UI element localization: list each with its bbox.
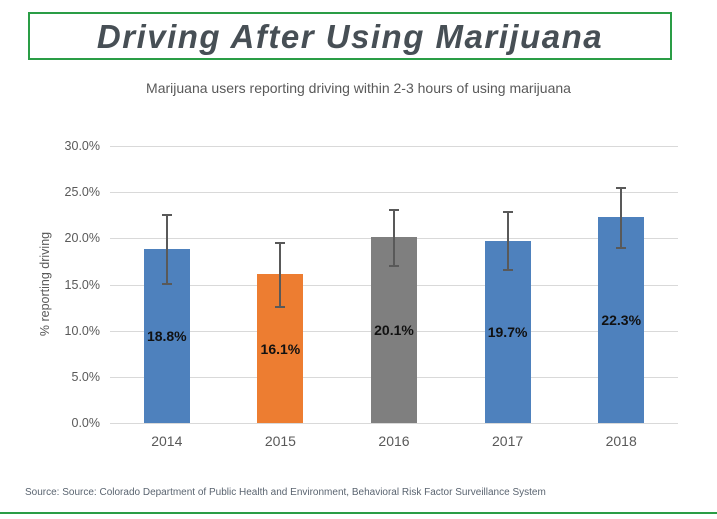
bar-2018 xyxy=(598,217,645,423)
y-tick-label: 20.0% xyxy=(64,231,100,246)
error-bar-2014 xyxy=(165,215,168,284)
y-tick-label: 5.0% xyxy=(71,369,101,384)
gridline xyxy=(110,146,678,147)
error-bar-2016 xyxy=(393,209,395,267)
error-bar-cap-top xyxy=(275,241,286,244)
y-tick-label: 30.0% xyxy=(64,139,100,153)
bar-value-label: 16.1% xyxy=(260,340,301,357)
source-note: Source: Source: Colorado Department of P… xyxy=(25,487,546,498)
chart-subtitle: Marijuana users reporting driving within… xyxy=(146,80,571,96)
page-title: Driving After Using Marijuana xyxy=(96,17,604,55)
bar-2017 xyxy=(484,241,531,423)
error-bar-cap-bottom xyxy=(275,305,286,308)
error-bar-cap-top xyxy=(616,186,627,189)
bar-value-label: 22.3% xyxy=(601,312,642,329)
error-bar-2015 xyxy=(279,242,282,307)
x-tick-label: 2015 xyxy=(264,433,296,449)
gridline xyxy=(110,192,678,194)
y-tick-label: 25.0% xyxy=(64,185,100,200)
error-bar-cap-top xyxy=(502,211,513,214)
error-bar-cap-bottom xyxy=(161,282,172,285)
bar-value-label: 20.1% xyxy=(374,322,414,339)
bottom-accent-rule xyxy=(0,512,717,514)
error-bar-2017 xyxy=(506,212,509,270)
title-box: Driving After Using Marijuana xyxy=(28,12,672,60)
x-tick-label: 2018 xyxy=(605,433,637,449)
y-tick-label: 0.0% xyxy=(71,416,101,430)
error-bar-cap-bottom xyxy=(616,246,627,249)
plot-area: 0.0% 5.0% 10.0% 15.0% 20.0% 25.0% 30.0% 18.8% 20… xyxy=(65,139,678,449)
x-tick-label: 2014 xyxy=(151,433,183,449)
bar-value-label: 18.8% xyxy=(146,328,187,345)
y-tick-label: 10.0% xyxy=(64,323,100,338)
x-tick-label: 2017 xyxy=(492,433,524,449)
error-bar-cap-top xyxy=(389,208,399,211)
bar-2016 xyxy=(371,237,417,423)
x-axis-line xyxy=(110,423,678,424)
error-bar-cap-bottom xyxy=(389,265,399,268)
error-bar-cap-bottom xyxy=(502,268,513,271)
bar-value-label: 19.7% xyxy=(487,324,528,341)
error-bar-cap-top xyxy=(161,214,172,217)
error-bar-2018 xyxy=(620,187,623,248)
x-tick-label: 2016 xyxy=(378,433,410,449)
y-tick-label: 15.0% xyxy=(64,277,100,292)
